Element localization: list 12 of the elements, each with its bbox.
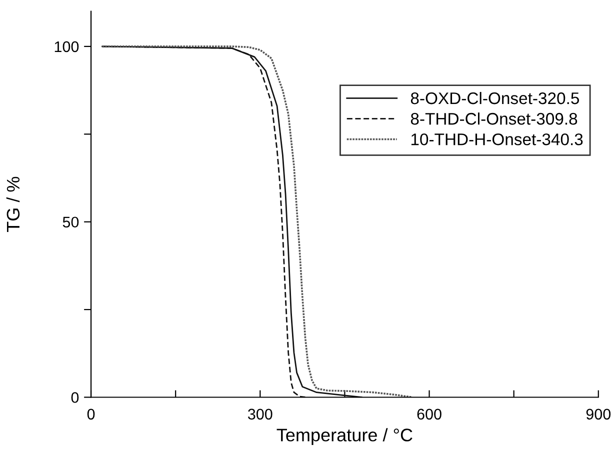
- legend-label: 8-THD-Cl-Onset-309.8: [410, 112, 578, 125]
- x-tick-label: 600: [417, 408, 442, 420]
- y-tick-label: 50: [62, 216, 79, 228]
- y-tick-label: 100: [54, 41, 79, 52]
- x-tick-label: 300: [248, 408, 272, 420]
- x-tick-label: 0: [87, 408, 95, 420]
- legend-label: 10-THD-H-Onset-340.3: [411, 133, 583, 146]
- y-axis-title: TG / %: [6, 176, 20, 232]
- y-tick-label: 0: [71, 392, 79, 403]
- x-axis-title: Temperature / °C: [276, 428, 412, 445]
- legend-label: 8-OXD-Cl-Onset-320.5: [410, 92, 580, 104]
- x-tick-label: 900: [586, 408, 611, 420]
